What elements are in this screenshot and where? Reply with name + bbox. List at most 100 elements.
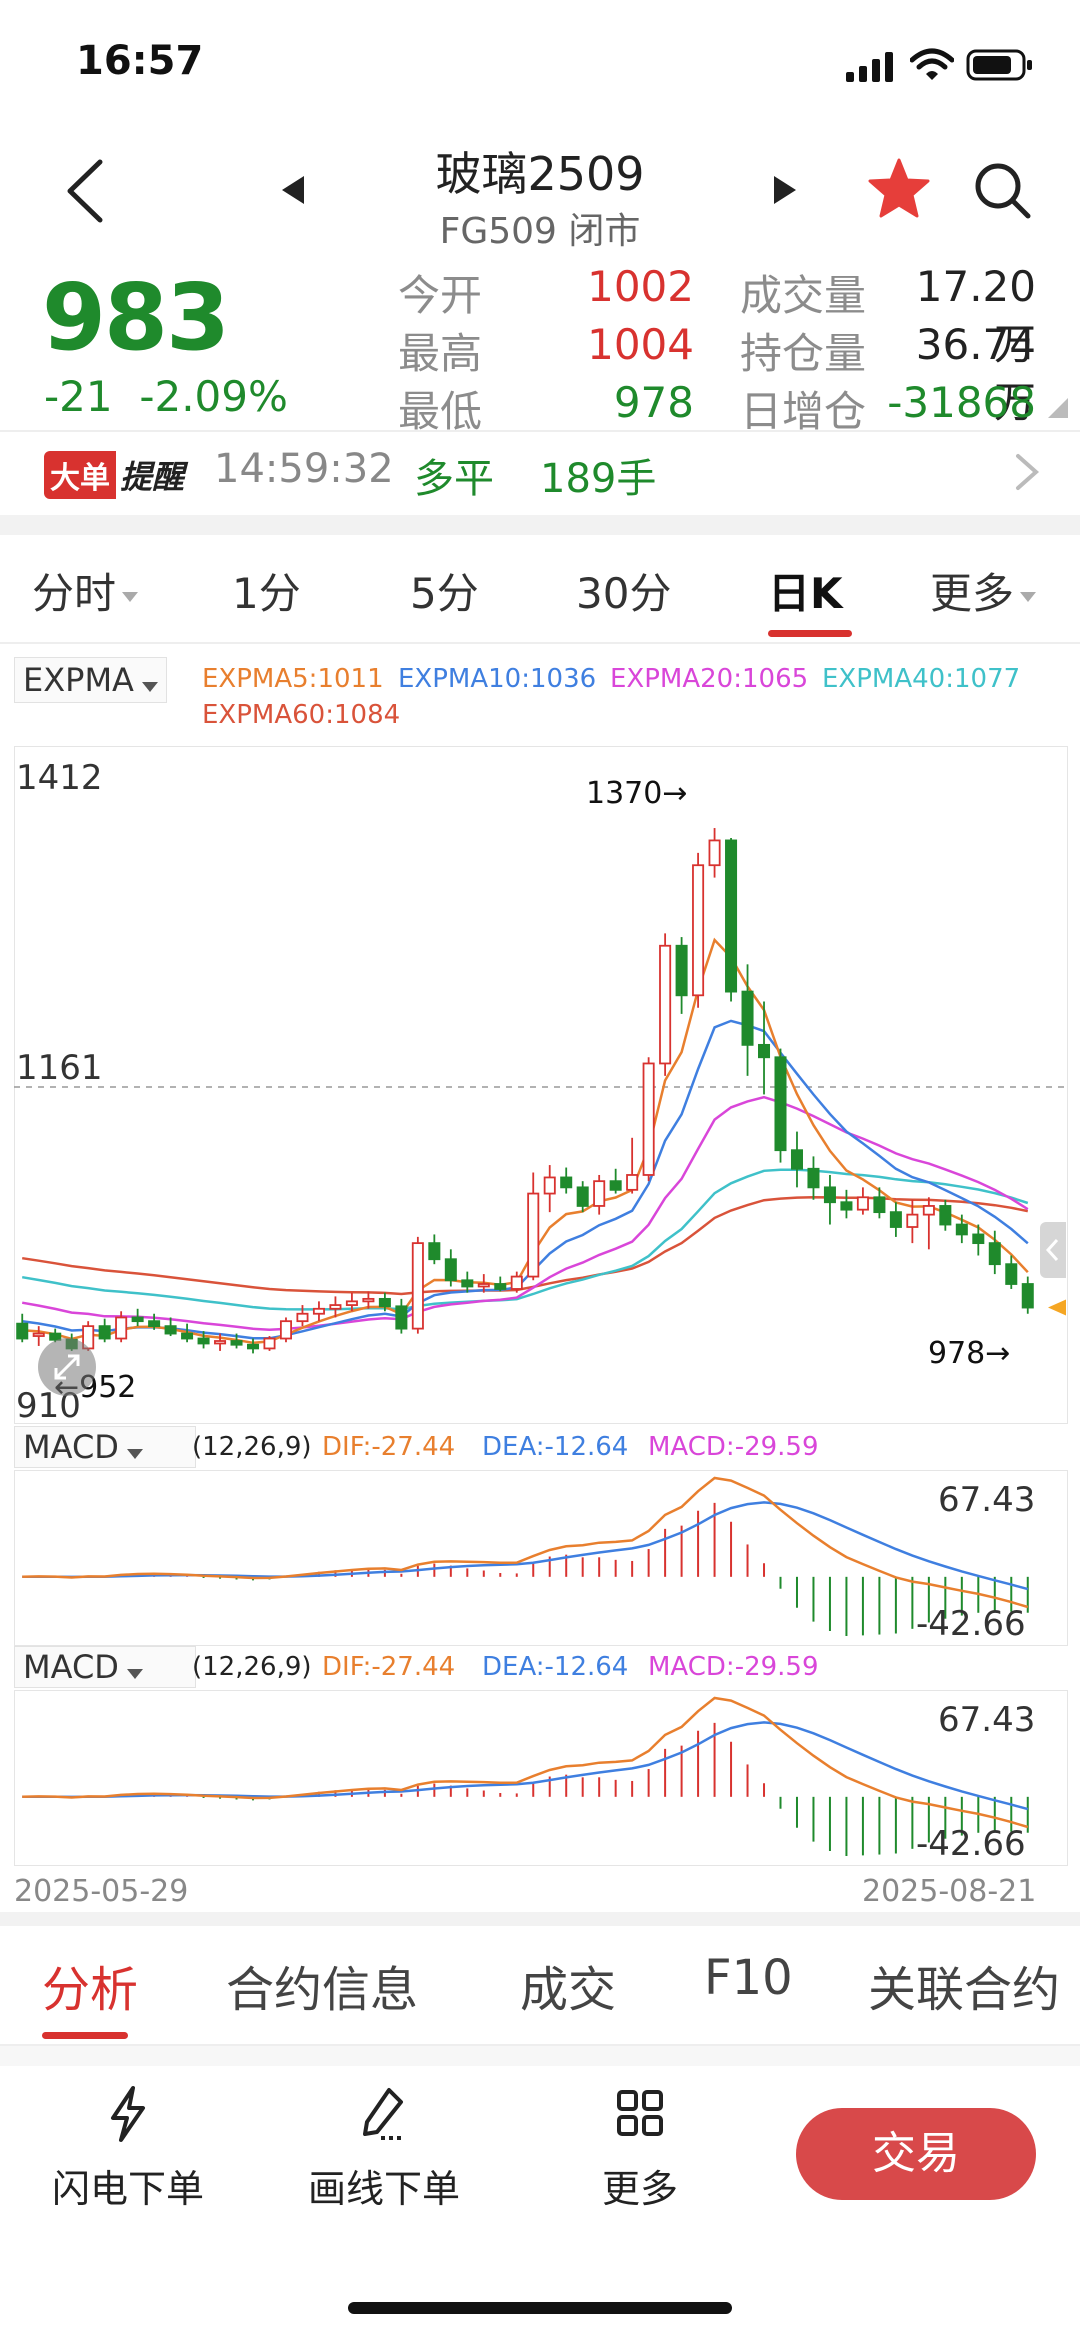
- macd1-top: 67.43: [938, 1480, 1036, 1520]
- candle-body: [873, 1196, 886, 1214]
- favorite-star-icon[interactable]: [866, 156, 932, 222]
- high-value: 1004: [587, 320, 694, 369]
- alert-tag-secondary: 提醒: [120, 458, 185, 496]
- candle-body: [32, 1332, 45, 1337]
- flash-order-button[interactable]: 闪电下单: [28, 2084, 228, 2213]
- wifi-icon: [910, 48, 954, 80]
- open-label: 今开: [398, 271, 483, 320]
- macd1-selector[interactable]: MACD: [14, 1426, 196, 1468]
- tab-timeshare[interactable]: 分时: [32, 560, 139, 621]
- tab-related-contracts[interactable]: 关联合约: [868, 1962, 1061, 2018]
- candle-body: [214, 1340, 227, 1345]
- next-contract-button[interactable]: [774, 176, 796, 204]
- indicator-selector[interactable]: EXPMA: [14, 657, 167, 703]
- y-axis-mid: 1161: [16, 1048, 103, 1088]
- tab-5min[interactable]: 5分: [410, 569, 479, 618]
- candle-body: [296, 1312, 309, 1323]
- tab-contract-info[interactable]: 合约信息: [226, 1962, 419, 2018]
- candle-body: [494, 1283, 507, 1290]
- chevron-down-icon: [126, 1448, 143, 1459]
- dea-line: [22, 1721, 1029, 1811]
- expma40-line: [21, 1168, 1029, 1311]
- indicator-name: EXPMA: [23, 661, 134, 699]
- tab-daily-k[interactable]: 日K: [768, 569, 843, 618]
- chevron-down-icon: [141, 681, 158, 692]
- candle-body: [279, 1320, 292, 1340]
- date-start: 2025-05-29: [14, 1874, 189, 1909]
- candle-body: [411, 1242, 424, 1330]
- candle-body: [856, 1196, 869, 1211]
- chart-fullscreen-button[interactable]: [38, 1338, 96, 1396]
- tab-active-underline: [768, 630, 852, 637]
- tab-more[interactable]: 更多: [930, 560, 1037, 621]
- candle-body: [477, 1283, 490, 1288]
- open-interest-label: 持仓量: [740, 329, 867, 378]
- tab-30min[interactable]: 30分: [576, 569, 672, 618]
- daily-oi-change-value: -31868: [887, 378, 1036, 427]
- alert-type: 多平: [414, 456, 494, 502]
- candle-body: [955, 1223, 968, 1236]
- y-axis-max: 1412: [16, 758, 103, 798]
- content-tab-underline: [42, 2032, 128, 2039]
- macd1-dea: DEA:-12.64: [482, 1432, 629, 1462]
- home-indicator[interactable]: [348, 2302, 732, 2314]
- tab-f10[interactable]: F10: [704, 1950, 793, 2006]
- candle-body: [247, 1343, 260, 1350]
- macd2-dif: DIF:-27.44: [322, 1652, 456, 1682]
- draw-line-order-label: 画线下单: [307, 2167, 460, 2211]
- candle-body: [395, 1305, 408, 1330]
- candle-body: [98, 1325, 111, 1340]
- kline-chart[interactable]: [14, 746, 1066, 1422]
- macd2-top: 67.43: [938, 1700, 1036, 1740]
- candle-body: [626, 1174, 639, 1191]
- chevron-right-icon[interactable]: [1008, 452, 1044, 492]
- dea-line: [22, 1501, 1029, 1591]
- expma5-line: [22, 937, 1029, 1345]
- kline-chart-frame[interactable]: [14, 746, 1068, 1424]
- change-value: -21: [44, 372, 113, 421]
- lightning-icon: [111, 2086, 145, 2142]
- high-label: 最高: [398, 329, 483, 378]
- candle-body: [675, 944, 688, 997]
- back-icon[interactable]: [60, 156, 110, 226]
- tab-analysis[interactable]: 分析: [42, 1962, 139, 2018]
- dif-line: [22, 1696, 1029, 1829]
- candle-body: [510, 1275, 523, 1290]
- page-title: 玻璃2509: [435, 147, 645, 201]
- expma20-line: [21, 1095, 1029, 1332]
- macd2-chart[interactable]: [14, 1690, 1066, 1864]
- more-tools-button[interactable]: 更多: [540, 2084, 740, 2213]
- candle-body: [708, 839, 721, 867]
- candle-body: [131, 1316, 144, 1323]
- draw-line-order-button[interactable]: 画线下单: [284, 2084, 484, 2213]
- chart-side-handle[interactable]: [1040, 1222, 1066, 1278]
- trade-button[interactable]: 交易: [796, 2108, 1036, 2200]
- macd1-bottom: -42.66: [916, 1604, 1026, 1644]
- candle-body: [609, 1180, 622, 1191]
- candle-body: [181, 1332, 194, 1340]
- expma5-value: EXPMA5:1011: [202, 664, 384, 694]
- candle-body: [148, 1320, 161, 1328]
- candle-body: [197, 1337, 210, 1345]
- last-price: 983: [42, 264, 230, 371]
- candle-body: [444, 1258, 457, 1282]
- candle-body: [840, 1201, 853, 1211]
- candle-body: [16, 1322, 29, 1340]
- candle-body: [560, 1176, 573, 1189]
- date-end: 2025-08-21: [862, 1874, 1037, 1909]
- last-price-marker: [1048, 1299, 1066, 1316]
- expma60-value: EXPMA60:1084: [202, 700, 401, 730]
- macd2-params: (12,26,9): [192, 1652, 312, 1682]
- tab-trades[interactable]: 成交: [520, 1962, 617, 2018]
- macd1-chart[interactable]: [14, 1470, 1066, 1644]
- prev-contract-button[interactable]: [282, 176, 304, 204]
- candle-body: [972, 1233, 985, 1245]
- macd2-selector[interactable]: MACD: [14, 1646, 196, 1688]
- tab-1min[interactable]: 1分: [232, 569, 301, 618]
- candle-body: [576, 1186, 589, 1207]
- search-icon[interactable]: [970, 158, 1034, 222]
- candle-body: [741, 990, 754, 1046]
- daily-oi-change-label: 日增仓: [740, 387, 867, 436]
- signal-icon: [846, 52, 893, 82]
- last-annotation: 978→: [928, 1336, 1011, 1371]
